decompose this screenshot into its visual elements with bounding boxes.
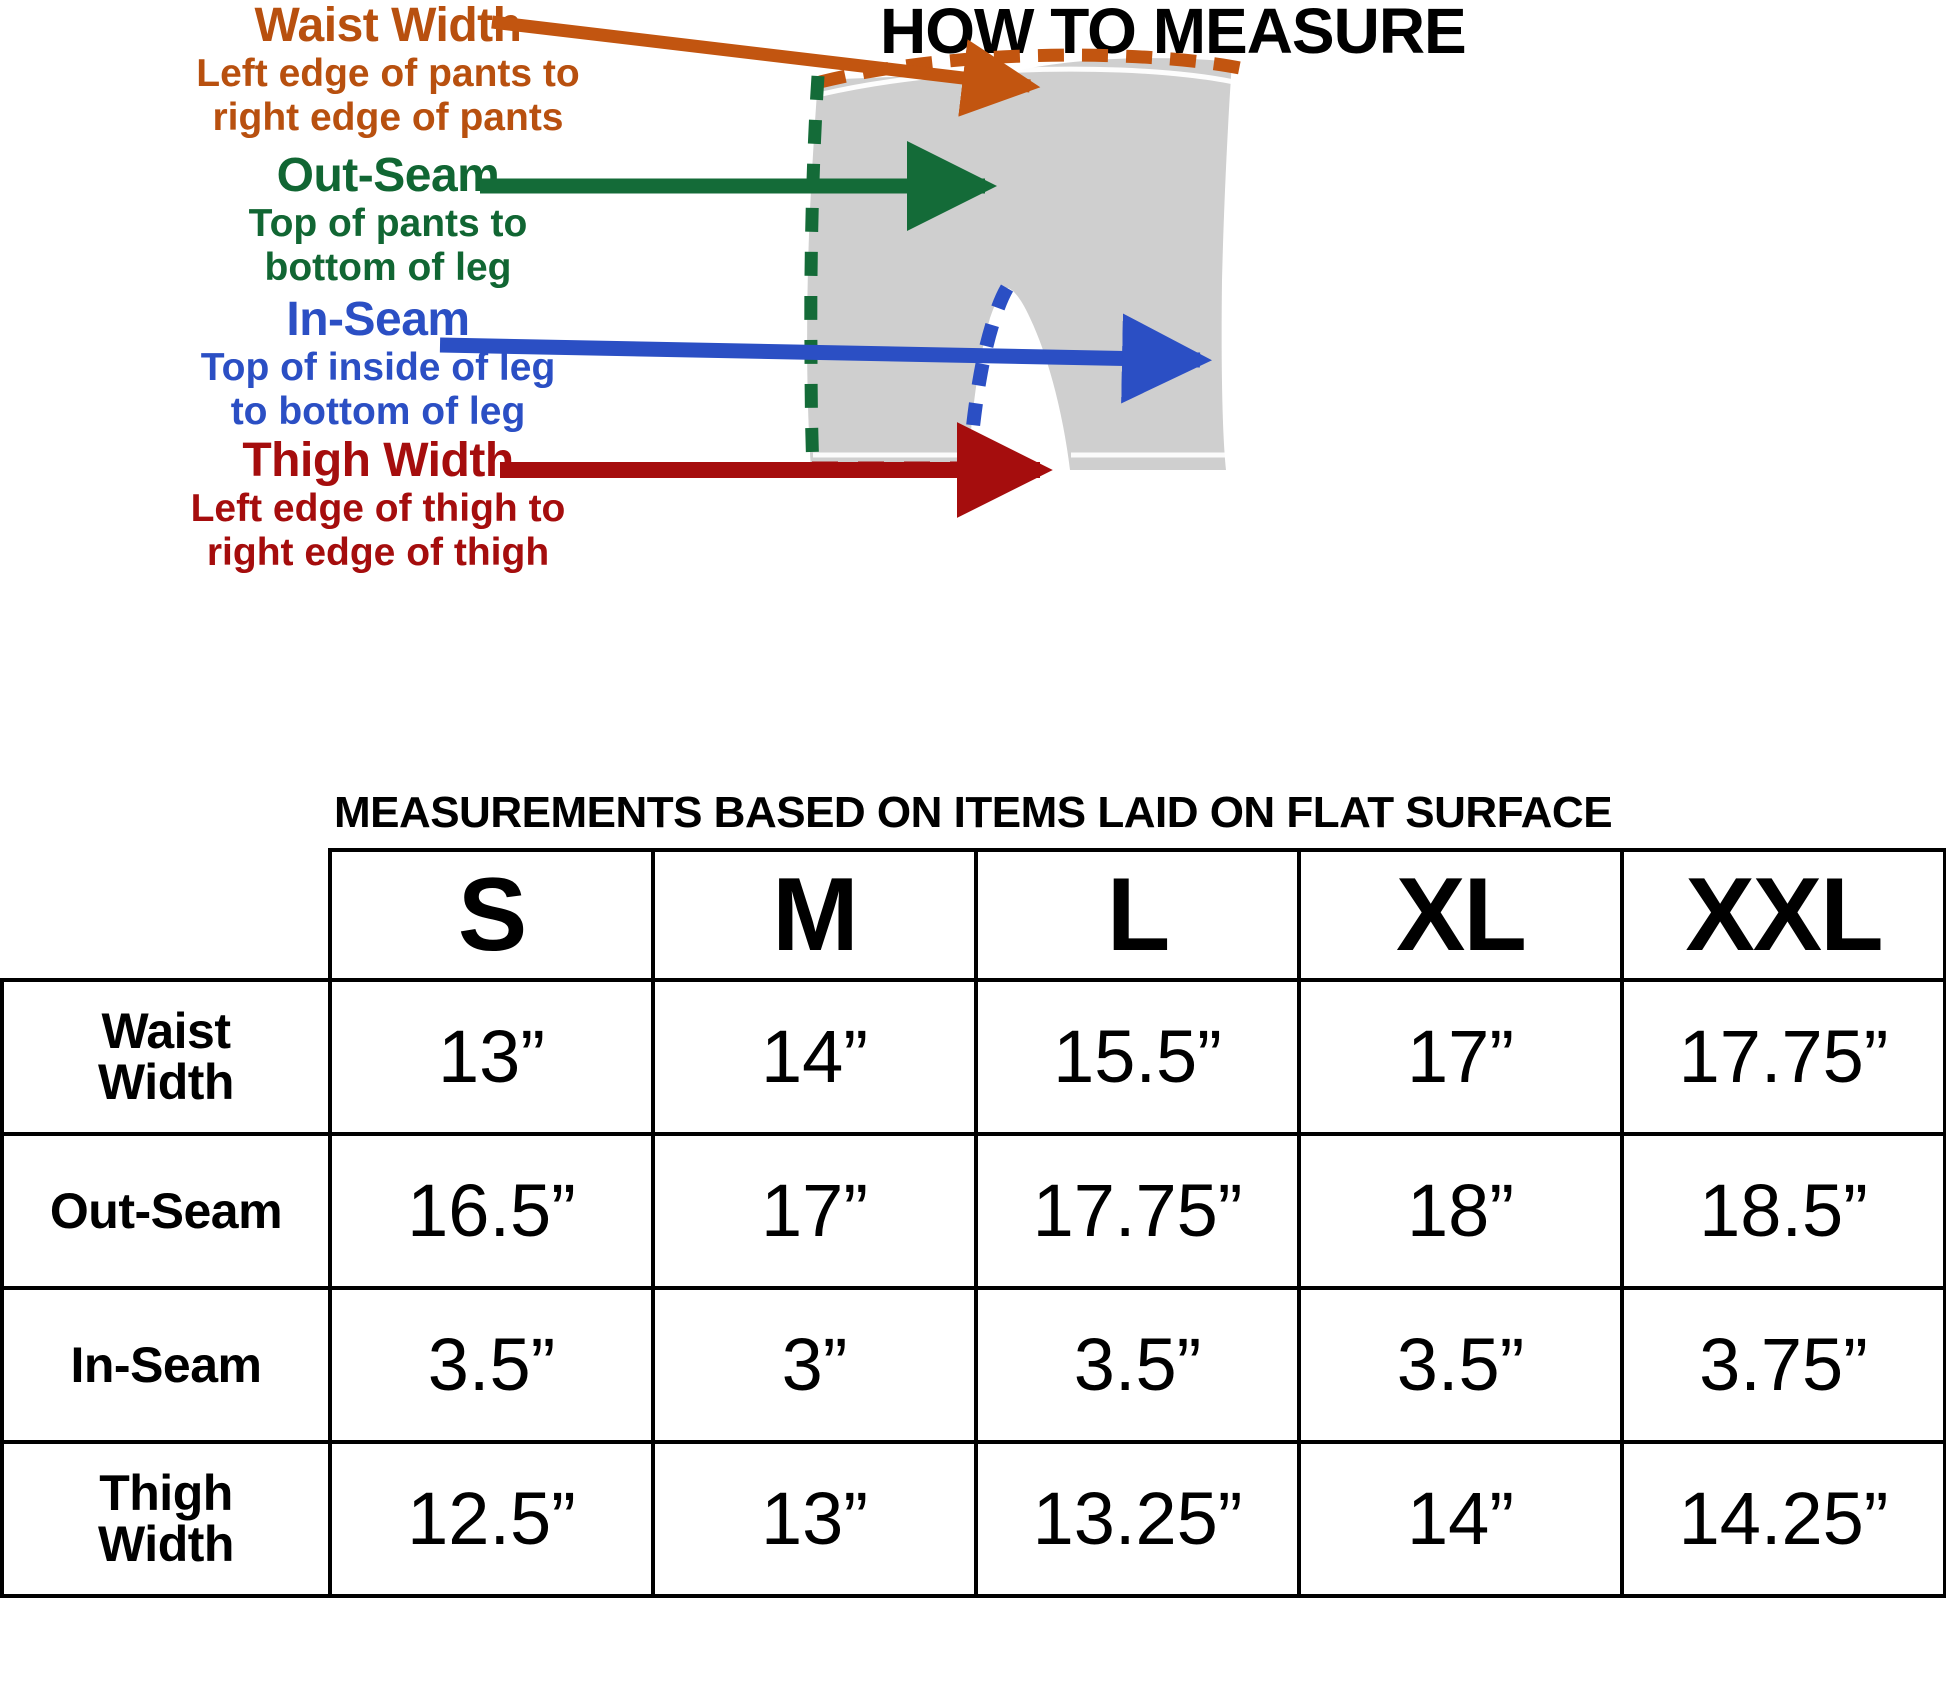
cell-waist-width-s: 13”: [328, 978, 655, 1136]
cell-out-seam-m: 17”: [651, 1132, 978, 1290]
column-header-m: M: [651, 848, 978, 982]
how-to-measure-diagram: HOW TO MEASURE Waist Width Left edge of …: [0, 0, 1946, 760]
column-header-s: S: [328, 848, 655, 982]
legend-in-seam-desc-line2: to bottom of leg: [230, 389, 526, 433]
shorts-illustration: [439, 15, 1242, 518]
in-seam-arrow: [439, 313, 1212, 404]
row-label-thigh-width: Thigh Width: [0, 1440, 332, 1598]
cell-thigh-width-l: 13.25”: [974, 1440, 1301, 1598]
in-seam-dashed-guide: [962, 284, 1014, 469]
table-header-row: S M L XL XXL: [2, 848, 1946, 982]
cell-in-seam-l: 3.5”: [974, 1286, 1301, 1444]
row-label-waist-width-line2: Width: [98, 1054, 234, 1110]
cell-waist-width-l: 15.5”: [974, 978, 1301, 1136]
legend-waist-width: Waist Width Left edge of pants to right …: [118, 2, 658, 139]
legend-waist-width-desc-line1: Left edge of pants to: [196, 52, 580, 95]
table-caption: MEASUREMENTS BASED ON ITEMS LAID ON FLAT…: [333, 788, 1613, 837]
cell-in-seam-m: 3”: [651, 1286, 978, 1444]
waist-width-arrow: [491, 15, 1041, 117]
legend-thigh-width-desc-line1: Left edge of thigh to: [190, 487, 566, 530]
row-label-thigh-width-line1: Thigh: [99, 1465, 233, 1521]
cell-thigh-width-m: 13”: [651, 1440, 978, 1598]
legend-thigh-width-title: Thigh Width: [242, 434, 514, 487]
out-seam-dashed-guide: [804, 75, 825, 471]
cell-in-seam-xl: 3.5”: [1297, 1286, 1624, 1444]
table-row: In-Seam 3.5” 3” 3.5” 3.5” 3.75”: [0, 1286, 1946, 1444]
legend-out-seam-desc-line2: bottom of leg: [264, 245, 512, 289]
table-corner-cell: [2, 850, 330, 980]
row-label-waist-width: Waist Width: [0, 978, 332, 1136]
legend-waist-width-title: Waist Width: [254, 0, 522, 52]
shorts-body: [807, 58, 1235, 471]
legend-thigh-width-desc-line2: right edge of thigh: [206, 530, 550, 574]
cell-out-seam-xxl: 18.5”: [1620, 1132, 1946, 1290]
table-row: Thigh Width 12.5” 13” 13.25” 14” 14.25”: [0, 1440, 1946, 1598]
cell-in-seam-xxl: 3.75”: [1620, 1286, 1946, 1444]
legend-out-seam-title: Out-Seam: [276, 149, 500, 202]
cell-waist-width-xxl: 17.75”: [1620, 978, 1946, 1136]
cell-out-seam-l: 17.75”: [974, 1132, 1301, 1290]
cell-out-seam-xl: 18”: [1297, 1132, 1624, 1290]
legend-thigh-width: Thigh Width Left edge of thigh to right …: [108, 437, 648, 574]
legend-out-seam: Out-Seam Top of pants to bottom of leg: [118, 152, 658, 289]
cell-waist-width-m: 14”: [651, 978, 978, 1136]
cell-waist-width-xl: 17”: [1297, 978, 1624, 1136]
size-chart-section: MEASUREMENTS BASED ON ITEMS LAID ON FLAT…: [0, 760, 1946, 1683]
row-label-in-seam-line1: In-Seam: [70, 1336, 262, 1393]
cell-out-seam-s: 16.5”: [328, 1132, 655, 1290]
row-label-out-seam: Out-Seam: [0, 1132, 332, 1290]
legend-waist-width-desc-line2: right edge of pants: [212, 95, 564, 139]
cell-thigh-width-xl: 14”: [1297, 1440, 1624, 1598]
column-header-xxl: XXL: [1620, 848, 1946, 982]
legend-out-seam-desc-line1: Top of pants to: [248, 202, 528, 245]
row-label-in-seam: In-Seam: [0, 1286, 332, 1444]
column-header-xl: XL: [1297, 848, 1624, 982]
column-header-l: L: [974, 848, 1301, 982]
cell-thigh-width-s: 12.5”: [328, 1440, 655, 1598]
row-label-waist-width-line1: Waist: [101, 1003, 232, 1059]
table-row: Waist Width 13” 14” 15.5” 17” 17.75”: [0, 978, 1946, 1136]
size-chart-table: S M L XL XXL Waist Width 13” 14” 15.5” 1…: [0, 848, 1946, 1598]
cell-in-seam-s: 3.5”: [328, 1286, 655, 1444]
legend-in-seam-title: In-Seam: [286, 293, 470, 346]
row-label-thigh-width-line2: Width: [98, 1516, 234, 1572]
cell-thigh-width-xxl: 14.25”: [1620, 1440, 1946, 1598]
table-row: Out-Seam 16.5” 17” 17.75” 18” 18.5”: [0, 1132, 1946, 1290]
row-label-out-seam-line1: Out-Seam: [49, 1182, 283, 1239]
